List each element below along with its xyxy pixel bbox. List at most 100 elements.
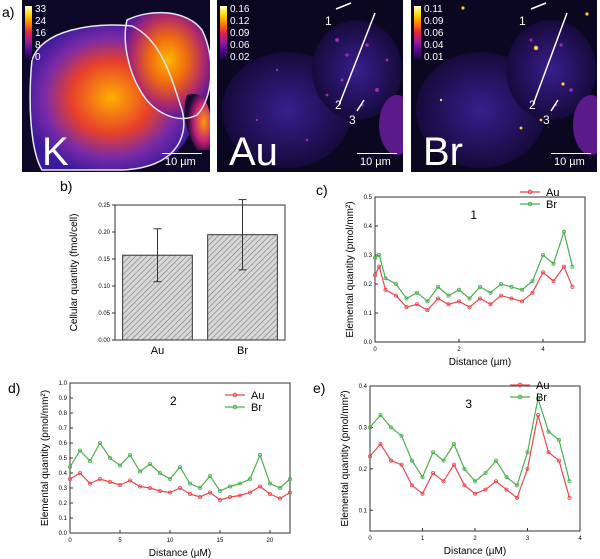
line-label-1: 1 bbox=[325, 14, 332, 28]
chart-d: 0.0 0.1 0.2 0.3 0.4 0.5 0.6 0.7 0.8 0.9 1.0 0 5 10 15 2… bbox=[40, 381, 292, 559]
data-point-au bbox=[509, 296, 514, 301]
data-point-au bbox=[551, 279, 556, 284]
legend-marker bbox=[517, 394, 523, 400]
x-tick-label: Au bbox=[151, 345, 164, 357]
data-point-br bbox=[227, 484, 232, 489]
data-point-au bbox=[128, 478, 133, 483]
data-point-br bbox=[373, 255, 378, 260]
element-label: Au bbox=[229, 130, 278, 172]
scale-bar bbox=[551, 153, 591, 154]
line-label-3: 3 bbox=[543, 113, 550, 127]
data-point-au bbox=[519, 299, 524, 304]
data-point-br bbox=[472, 479, 477, 484]
data-point-br bbox=[561, 229, 566, 234]
data-point-au bbox=[404, 305, 409, 310]
y-tick-label: 0.25 bbox=[98, 203, 110, 209]
data-point-br bbox=[237, 481, 242, 486]
x-tick-label: 15 bbox=[217, 538, 224, 544]
colorbar-tick: 0.01 bbox=[424, 52, 444, 63]
data-point-br bbox=[217, 489, 222, 494]
legend-marker bbox=[232, 392, 238, 398]
data-point-br bbox=[157, 471, 162, 476]
data-point-br bbox=[88, 459, 93, 464]
data-point-br bbox=[519, 287, 524, 292]
data-point-br bbox=[509, 284, 514, 289]
y-tick-label: 0.1 bbox=[59, 516, 68, 522]
data-point-br bbox=[394, 282, 399, 287]
data-point-br bbox=[514, 483, 519, 488]
data-point-br bbox=[383, 276, 388, 281]
y-tick-label: 0.6 bbox=[59, 441, 68, 447]
y-axis-label: Elemental quantity (pmol/mm²) bbox=[340, 390, 351, 526]
data-point-br bbox=[277, 486, 282, 491]
y-tick-label: 0.3 bbox=[364, 253, 373, 259]
x-tick-label: 1 bbox=[421, 536, 425, 542]
data-point-br bbox=[420, 475, 425, 480]
colorbar bbox=[220, 6, 227, 60]
data-point-au bbox=[452, 462, 457, 467]
chart-title: 2 bbox=[170, 394, 177, 408]
y-tick-label: 0.15 bbox=[98, 257, 110, 263]
map-br-image bbox=[411, 0, 597, 172]
scale-bar bbox=[162, 153, 202, 154]
y-tick-label: 0.5 bbox=[59, 456, 68, 462]
data-point-au bbox=[472, 491, 477, 496]
data-point-au bbox=[167, 490, 172, 495]
data-point-au bbox=[457, 299, 462, 304]
series-line-br bbox=[374, 229, 573, 303]
data-point-br bbox=[525, 450, 530, 455]
data-point-au bbox=[420, 491, 425, 496]
data-point-br bbox=[462, 466, 467, 471]
x-tick-label: 0 bbox=[68, 538, 72, 544]
colorbar-tick: 0.16 bbox=[230, 4, 250, 15]
data-point-au bbox=[546, 450, 551, 455]
data-point-br bbox=[410, 458, 415, 463]
data-point-au bbox=[287, 490, 292, 495]
data-point-au bbox=[217, 498, 222, 503]
data-point-br bbox=[257, 453, 262, 458]
data-point-br bbox=[446, 293, 451, 298]
y-tick-label: 0.10 bbox=[98, 284, 110, 290]
data-point-au bbox=[425, 308, 430, 313]
data-point-au bbox=[498, 293, 503, 298]
x-tick-label: Br bbox=[237, 345, 248, 357]
colorbar-tick: 8 bbox=[35, 40, 41, 51]
data-point-br bbox=[404, 296, 409, 301]
data-point-au bbox=[394, 293, 399, 298]
x-axis-label: Distance (µM) bbox=[149, 548, 211, 559]
x-tick-label: 5 bbox=[118, 538, 122, 544]
data-point-au bbox=[197, 495, 202, 500]
data-point-br bbox=[98, 441, 103, 446]
y-tick-label: 0.2 bbox=[59, 501, 68, 507]
legend-marker bbox=[527, 201, 533, 207]
data-point-br bbox=[504, 475, 509, 480]
element-label: Br bbox=[423, 130, 463, 172]
x-tick-label: 0 bbox=[373, 347, 377, 353]
colorbar-tick: 0.09 bbox=[424, 16, 444, 27]
data-point-br bbox=[187, 481, 192, 486]
line-label-2: 2 bbox=[335, 98, 342, 112]
data-point-au bbox=[410, 483, 415, 488]
colorbar bbox=[414, 6, 421, 60]
data-point-br bbox=[551, 261, 556, 266]
data-point-au bbox=[177, 486, 182, 491]
data-point-br bbox=[467, 296, 472, 301]
colorbar-tick: 0.11 bbox=[424, 4, 443, 15]
colorbar-tick: 24 bbox=[35, 16, 47, 27]
colorbar-tick: 0.06 bbox=[424, 28, 444, 39]
data-point-au bbox=[227, 495, 232, 500]
data-point-br bbox=[457, 287, 462, 292]
data-point-au bbox=[483, 487, 488, 492]
colorbar-tick: 0.09 bbox=[230, 28, 250, 39]
x-tick-label: 0 bbox=[368, 536, 372, 542]
data-point-br bbox=[498, 282, 503, 287]
y-tick-label: 0.8 bbox=[59, 411, 68, 417]
y-tick-label: 0.9 bbox=[59, 396, 68, 402]
data-point-au bbox=[535, 413, 540, 418]
element-label: K bbox=[42, 130, 69, 172]
chart-title: 1 bbox=[470, 208, 477, 222]
data-point-br bbox=[138, 469, 143, 474]
scale-bar-label: 10 µm bbox=[165, 156, 196, 168]
colorbar-tick: 33 bbox=[35, 4, 47, 15]
data-point-au bbox=[277, 496, 282, 501]
